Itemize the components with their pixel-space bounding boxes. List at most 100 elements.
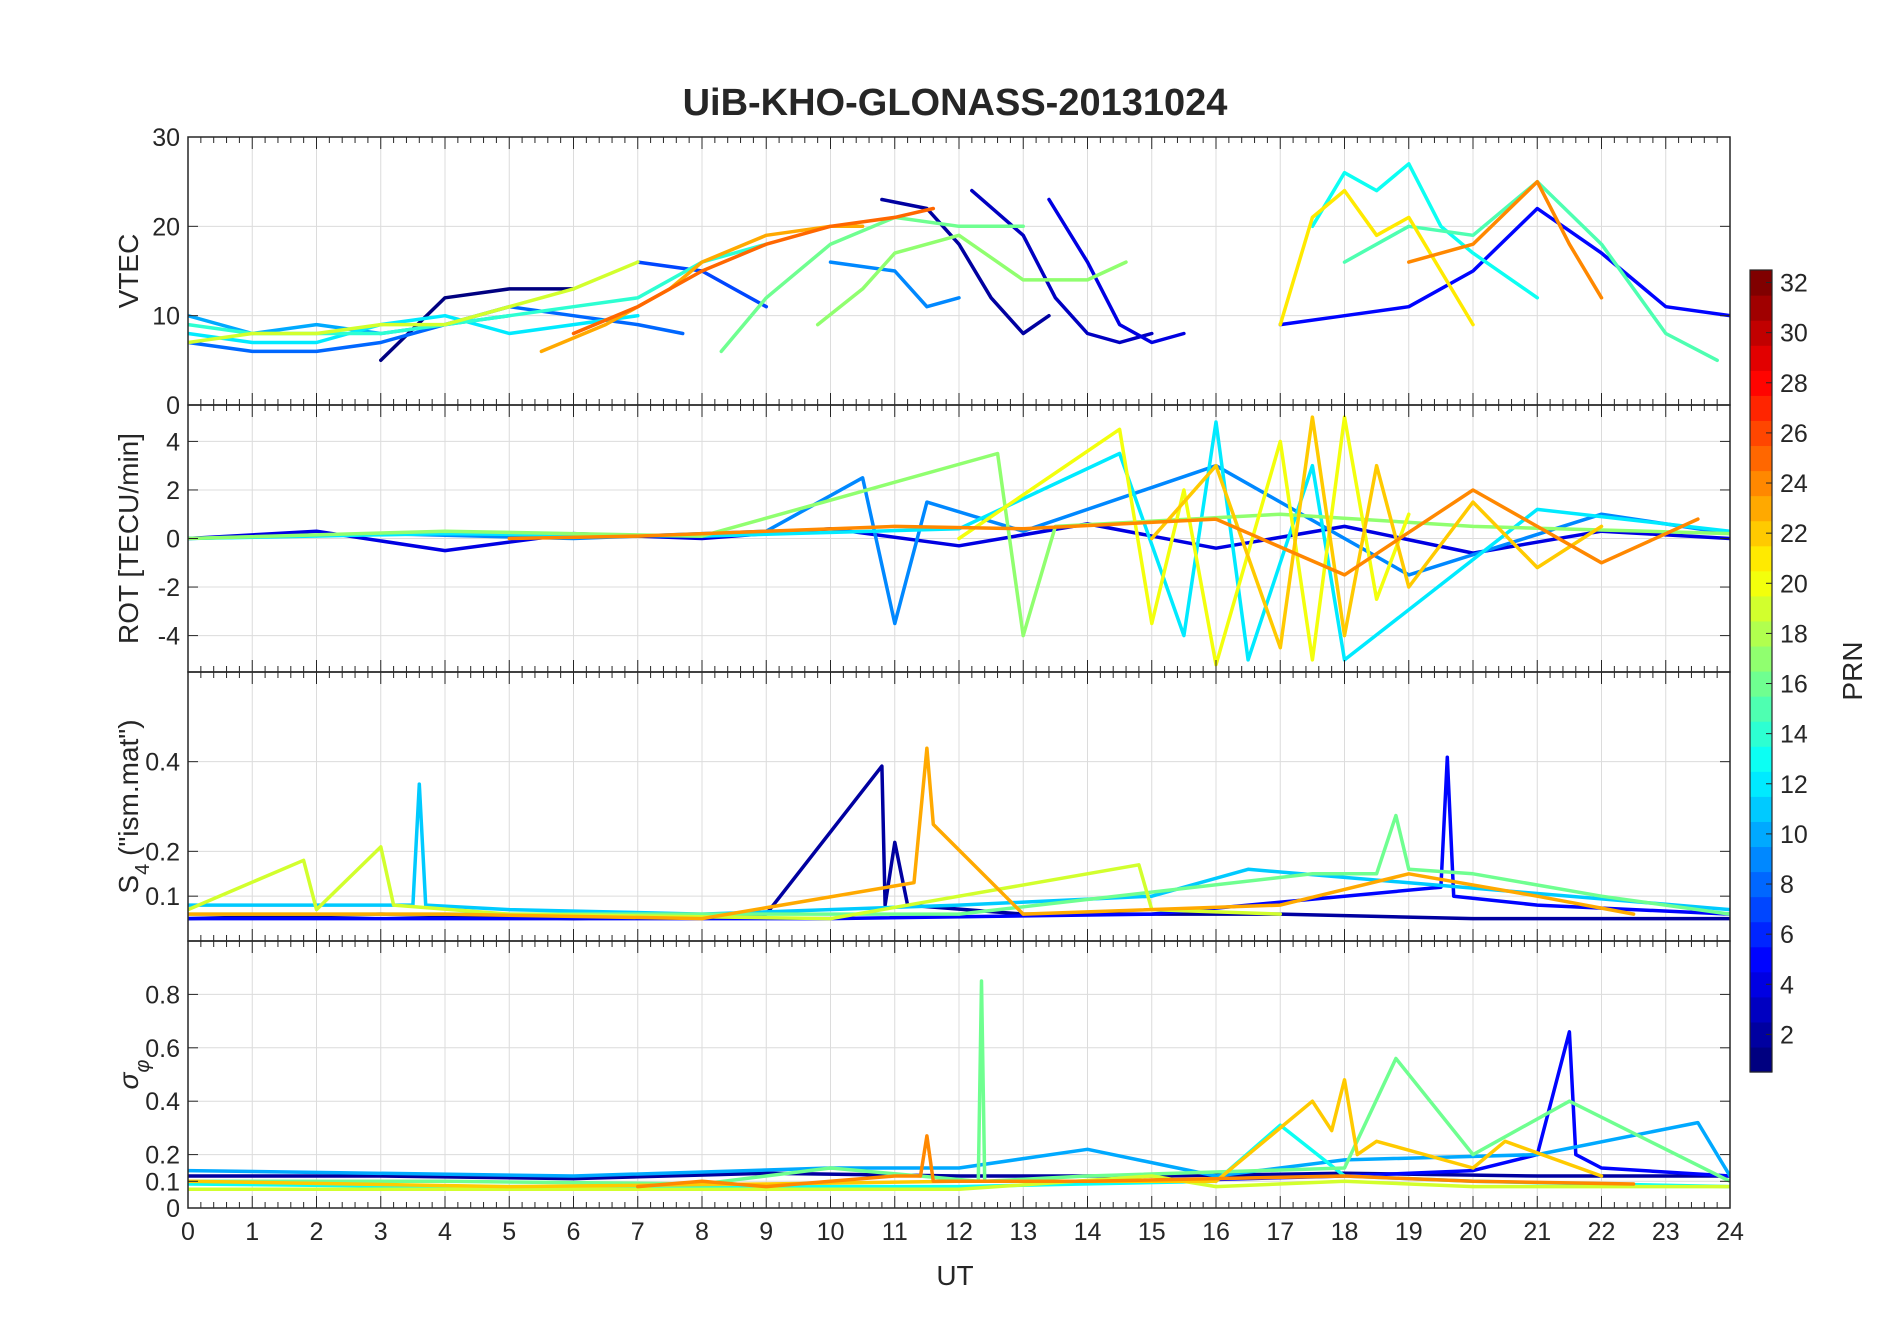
x-tick-label: 24: [1716, 1218, 1744, 1246]
colorbar-segment: [1750, 846, 1772, 873]
x-tick-label: 1: [245, 1218, 259, 1246]
series-line-prn-24: [636, 1134, 1636, 1189]
colorbar-segment: [1750, 470, 1772, 497]
colorbar-segment: [1750, 445, 1772, 472]
series-group: [188, 162, 1730, 363]
x-axis-label: UT: [936, 1260, 973, 1291]
colorbar-tick-label: 12: [1780, 771, 1808, 799]
colorbar-tick-label: 28: [1780, 370, 1808, 398]
colorbar-segment: [1750, 771, 1772, 797]
colorbar-tick-label: 18: [1780, 620, 1808, 648]
x-tick-label: 11: [882, 1218, 908, 1246]
colorbar-segment: [1750, 545, 1772, 572]
colorbar-segment: [1750, 270, 1772, 296]
series-line-prn-21: [1278, 188, 1475, 327]
colorbar-tick-label: 8: [1780, 871, 1794, 899]
colorbar-tick-label: 26: [1780, 420, 1808, 448]
colorbar-segment: [1750, 395, 1772, 421]
y-axis-label: VTEC: [113, 234, 144, 309]
series-line-prn-3: [970, 188, 1154, 345]
colorbar-tick-label: 6: [1780, 921, 1794, 949]
series-line-prn-17: [188, 451, 1730, 638]
series-line-prn-12: [188, 313, 640, 345]
x-tick-label: 2: [310, 1218, 324, 1246]
colorbar-segment: [1750, 721, 1772, 747]
x-tick-label: 16: [1202, 1218, 1230, 1246]
x-tick-label: 19: [1395, 1218, 1423, 1246]
x-tick-label: 13: [1009, 1218, 1037, 1246]
colorbar-segment: [1750, 645, 1772, 672]
colorbar-segment: [1750, 620, 1772, 647]
y-tick-label: 0.2: [145, 838, 180, 866]
colorbar-segment: [1750, 996, 1772, 1023]
series-line-prn-10: [188, 1120, 1730, 1178]
series-line-prn-19: [188, 260, 640, 345]
colorbar-segment: [1750, 595, 1772, 622]
colorbar-segment: [1750, 671, 1772, 697]
colorbar-tick-label: 10: [1780, 821, 1808, 849]
y-tick-label: 0: [166, 526, 180, 554]
x-tick-label: 15: [1138, 1218, 1166, 1246]
colorbar-segment: [1750, 420, 1772, 447]
colorbar-segment: [1750, 570, 1772, 597]
y-axis-label: ROT [TECU/min]: [113, 433, 144, 644]
x-tick-label: 9: [759, 1218, 773, 1246]
colorbar-tick-label: 32: [1780, 270, 1808, 298]
series-line-prn-16: [188, 813, 1730, 916]
colorbar-tick-label: 2: [1780, 1021, 1794, 1049]
y-axis-label: S4 ("ism.mat"): [113, 719, 154, 893]
series-line-prn-9: [828, 260, 961, 309]
y-axis-label-sub: φ: [132, 1060, 154, 1073]
series-line-prn-8: [188, 304, 685, 354]
panel-vtec: 0 10 20 30 VTEC: [113, 124, 1731, 420]
series-line-prn-25: [571, 206, 936, 336]
colorbar-segment: [1750, 370, 1772, 396]
x-tick-label: 0: [181, 1218, 195, 1246]
x-tick-label: 21: [1523, 1218, 1551, 1246]
x-tick-label: 18: [1331, 1218, 1359, 1246]
y-tick-label: 20: [152, 213, 180, 241]
colorbar-segment: [1750, 320, 1772, 346]
figure-title: UiB-KHO-GLONASS-20131024: [683, 82, 1228, 124]
y-tick-label: 0: [166, 1195, 180, 1223]
series-line-prn-19: [188, 1174, 1730, 1192]
y-axis-label-main: σ: [113, 1071, 144, 1089]
y-tick-label: 2: [166, 477, 180, 505]
colorbar-segment: [1750, 520, 1772, 547]
panel-rot: -4 -2 0 2 4 ROT [TECU/min]: [113, 404, 1731, 673]
colorbar-segment: [1750, 295, 1772, 321]
x-tick-label: 4: [438, 1218, 452, 1246]
series-line-prn-22: [1150, 415, 1604, 650]
y-tick-label: 0.1: [145, 883, 180, 911]
y-tick-label: 10: [152, 303, 180, 331]
x-tick-label: 22: [1588, 1218, 1616, 1246]
series-line-prn-24: [1407, 179, 1604, 300]
series-line-prn-4: [1047, 197, 1186, 345]
series-line-prn-24: [507, 488, 1700, 577]
series-line-prn-17: [815, 233, 1128, 327]
colorbar-segment: [1750, 971, 1772, 998]
colorbar-tick-label: 24: [1780, 470, 1808, 498]
colorbar-tick-label: 14: [1780, 721, 1808, 749]
panel-s4: 0.10.20.4S4 ("ism.mat"): [113, 671, 1731, 942]
y-tick-label: 0: [166, 392, 180, 420]
x-tick-label: 10: [817, 1218, 845, 1246]
x-tick-label: 5: [502, 1218, 516, 1246]
series-line-prn-22: [188, 1078, 1604, 1189]
y-tick-label: 0.4: [145, 1088, 180, 1116]
colorbar-segment: [1750, 946, 1772, 973]
series-line-prn-2: [188, 1171, 1730, 1181]
y-tick-label: 0.8: [145, 981, 180, 1009]
colorbar-segment: [1750, 921, 1772, 948]
x-tick-label: 3: [374, 1218, 388, 1246]
series-line-prn-11: [188, 782, 1730, 916]
x-tick-label: 8: [695, 1218, 709, 1246]
colorbar-segment: [1750, 495, 1772, 522]
series-line-prn-16: [719, 215, 1025, 354]
series-line-prn-2: [880, 197, 1051, 336]
x-tick-label: 23: [1652, 1218, 1680, 1246]
colorbar-segment: [1750, 896, 1772, 923]
colorbar-segment: [1750, 871, 1772, 898]
